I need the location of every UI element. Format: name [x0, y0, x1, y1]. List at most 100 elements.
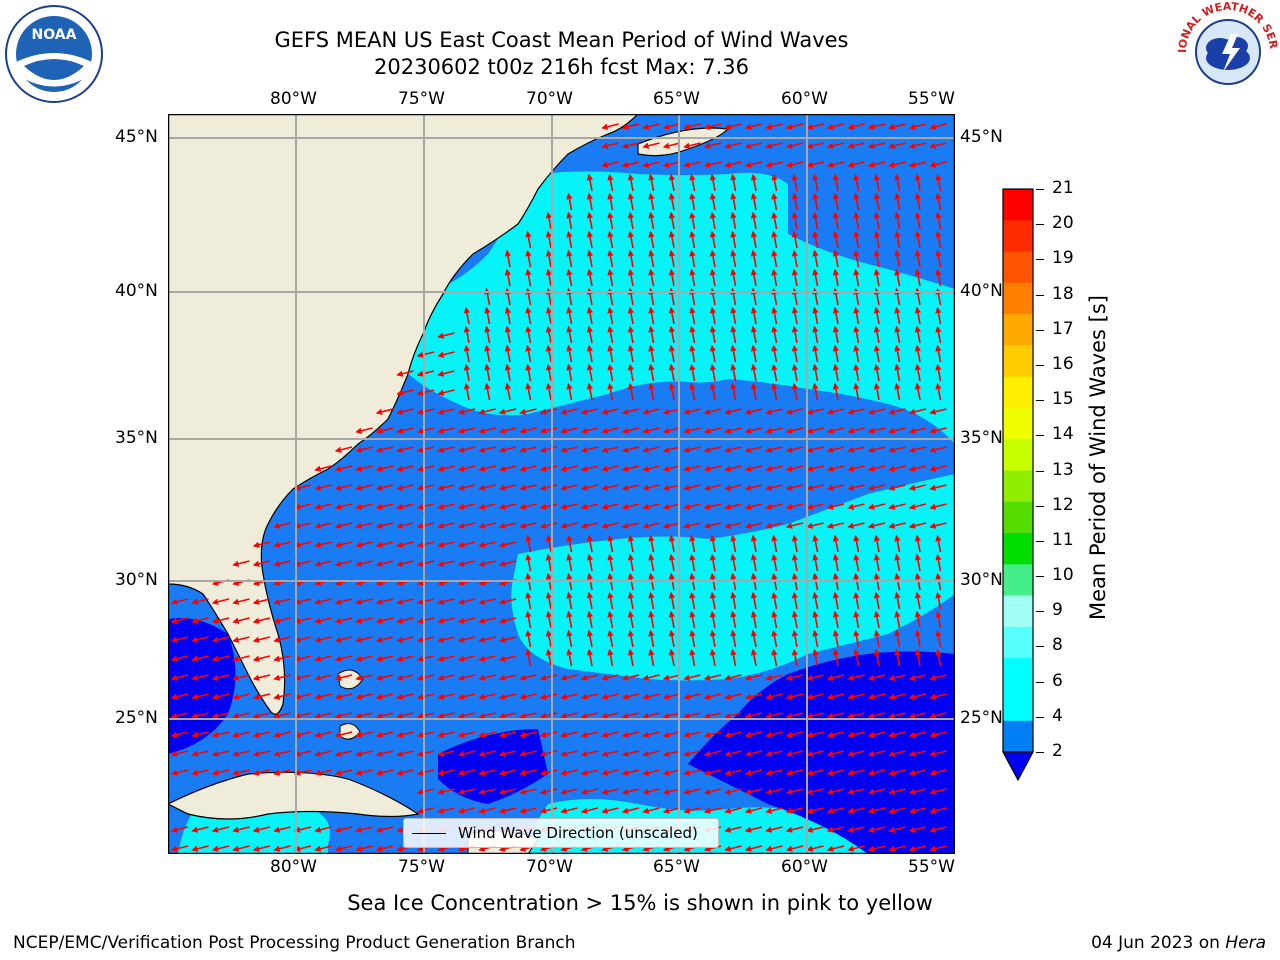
wave-direction-arrow: [627, 534, 635, 553]
lon-tick-top: 60°W: [781, 89, 828, 109]
wave-direction-arrow: [566, 610, 573, 629]
wave-direction-arrow: [211, 655, 230, 662]
wave-direction-arrow: [334, 484, 353, 491]
wave-direction-arrow: [929, 807, 947, 814]
wave-direction-arrow: [560, 712, 578, 719]
wave-direction-arrow: [334, 750, 353, 757]
wave-direction-arrow: [211, 693, 230, 700]
wave-direction-arrow: [478, 427, 496, 434]
wave-direction-arrow: [648, 306, 655, 325]
colorbar-segment: [1003, 564, 1033, 597]
wave-direction-arrow: [252, 750, 271, 757]
wave-direction-arrow: [621, 503, 640, 510]
wave-direction-arrow: [416, 750, 435, 757]
wave-direction-arrow: [437, 731, 455, 738]
wave-direction-arrow: [314, 465, 332, 472]
wave-direction-arrow: [812, 230, 819, 249]
wave-direction-arrow: [765, 503, 783, 510]
wave-direction-arrow: [812, 382, 819, 401]
wave-direction-arrow: [566, 534, 573, 553]
wave-direction-arrow: [519, 427, 537, 434]
wave-direction-arrow: [396, 522, 414, 529]
wave-direction-arrow: [375, 712, 394, 719]
wave-direction-arrow: [832, 306, 840, 325]
wave-direction-arrow: [648, 192, 655, 211]
wave-direction-arrow: [724, 674, 742, 681]
wave-direction-arrow: [375, 503, 394, 510]
wave-direction-arrow: [730, 325, 737, 344]
wave-direction-arrow: [375, 750, 394, 757]
wave-direction-arrow: [873, 553, 881, 572]
wave-direction-arrow: [478, 731, 496, 738]
wave-direction-arrow: [314, 845, 332, 852]
wave-direction-arrow: [724, 446, 742, 453]
wave-direction-arrow: [478, 465, 496, 472]
wave-direction-arrow: [416, 712, 435, 719]
wave-direction-arrow: [744, 807, 763, 814]
wave-direction-arrow: [211, 845, 230, 852]
wave-direction-arrow: [586, 553, 594, 572]
wave-direction-arrow: [498, 503, 517, 510]
wave-direction-arrow: [545, 534, 553, 553]
wave-direction-arrow: [832, 534, 840, 553]
wave-direction-arrow: [293, 522, 312, 529]
wave-direction-arrow: [750, 268, 758, 287]
wave-direction-arrow: [586, 591, 594, 610]
wave-direction-arrow: [627, 610, 635, 629]
wave-direction-arrow: [560, 408, 578, 415]
wave-direction-arrow: [191, 636, 209, 643]
wave-direction-arrow: [806, 503, 824, 510]
wave-direction-arrow: [806, 446, 824, 453]
wave-direction-arrow: [847, 522, 865, 529]
wave-direction-arrow: [252, 712, 271, 719]
wave-direction-arrow: [847, 750, 865, 757]
wave-direction-arrow: [750, 363, 758, 382]
wave-direction-arrow: [812, 629, 819, 648]
wave-direction-arrow: [232, 693, 250, 700]
wave-direction-arrow: [293, 826, 312, 833]
wave-direction-arrow: [355, 769, 373, 776]
wave-direction-arrow: [908, 769, 927, 776]
lat-tick-right: 25°N: [960, 708, 1003, 728]
wave-direction-arrow: [683, 750, 701, 757]
wave-direction-arrow: [853, 553, 860, 572]
wave-direction-arrow: [525, 306, 532, 325]
wave-direction-arrow: [812, 591, 819, 610]
wave-direction-arrow: [765, 674, 783, 681]
wave-direction-arrow: [375, 769, 394, 776]
wave-direction-arrow: [935, 192, 942, 211]
wave-direction-arrow: [586, 173, 594, 192]
wave-direction-arrow: [375, 731, 394, 738]
wave-direction-arrow: [396, 712, 414, 719]
wave-direction-arrow: [273, 598, 291, 605]
colorbar-tick-mark: [1036, 364, 1044, 366]
wave-direction-arrow: [498, 617, 517, 624]
wave-direction-arrow: [867, 712, 886, 719]
wave-direction-arrow: [689, 382, 696, 401]
lon-tick-top: 55°W: [908, 89, 955, 109]
wave-direction-arrow: [929, 750, 947, 757]
colorbar-tick-mark: [1036, 576, 1044, 578]
wave-direction-arrow: [525, 591, 532, 610]
wave-direction-arrow: [416, 522, 435, 529]
wave-direction-arrow: [416, 769, 435, 776]
wave-direction-arrow: [832, 382, 840, 401]
wave-direction-arrow: [396, 750, 414, 757]
wave-direction-arrow: [621, 408, 640, 415]
wave-direction-arrow: [689, 325, 696, 344]
wave-direction-arrow: [867, 427, 886, 434]
map-legend: Wind Wave Direction (unscaled): [403, 818, 719, 848]
wave-direction-arrow: [703, 484, 722, 491]
wave-direction-arrow: [812, 553, 819, 572]
wave-direction-arrow: [929, 522, 947, 529]
wave-direction-arrow: [273, 541, 291, 548]
wave-direction-arrow: [232, 769, 250, 776]
wave-direction-arrow: [545, 553, 553, 572]
wave-direction-arrow: [375, 427, 394, 434]
wave-direction-arrow: [607, 211, 614, 230]
wave-direction-arrow: [545, 363, 553, 382]
wave-direction-arrow: [252, 769, 271, 776]
wave-direction-arrow: [771, 534, 778, 553]
chart-subtitle: 20230602 t00z 216h fcst Max: 7.36: [374, 55, 749, 79]
wave-direction-arrow: [314, 712, 332, 719]
